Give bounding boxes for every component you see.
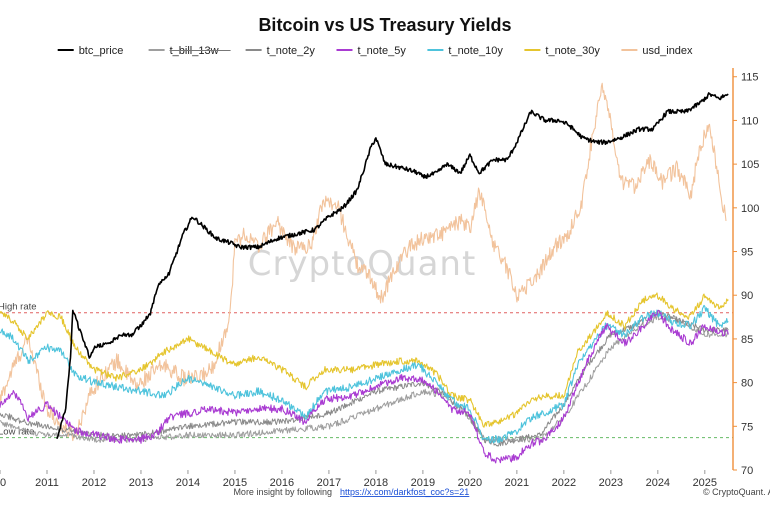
series-line-t_note_30y xyxy=(0,292,729,428)
y-tick-label: 110 xyxy=(741,115,759,127)
series-line-usd_index xyxy=(0,82,727,442)
legend-label: usd_index xyxy=(642,45,693,57)
legend-label: t_note_10y xyxy=(448,45,503,57)
y-tick-label: 115 xyxy=(741,72,759,84)
x-tick-label: 2017 xyxy=(317,477,341,489)
footer-link[interactable]: https://x.com/darkfost_coc?s=21 xyxy=(340,487,469,497)
legend-item-t_bill_13w: t_bill_13w xyxy=(148,45,231,57)
x-axis: 0 2011 2012 2013 2014 2015 2016 2017 2018 2019 202… xyxy=(0,470,717,489)
footer: More insight by following https://x.com/… xyxy=(233,487,770,497)
copyright-text: © CryptoQuant. All ri xyxy=(703,487,770,497)
y-tick-label: 70 xyxy=(741,465,753,477)
legend-label: t_note_30y xyxy=(545,45,600,57)
x-tick-label: 2018 xyxy=(364,477,388,489)
y-tick-label: 85 xyxy=(741,334,753,346)
legend-label: t_note_5y xyxy=(358,45,407,57)
x-tick-label: 2020 xyxy=(458,477,482,489)
x-tick-label: 2025 xyxy=(693,477,717,489)
legend-item-t_note_5y: t_note_5y xyxy=(336,45,407,57)
y-tick-label: 75 xyxy=(741,421,753,433)
legend-item-t_note_10y: t_note_10y xyxy=(427,45,503,57)
series-line-t_note_5y xyxy=(0,309,729,464)
x-tick-label: 0 xyxy=(0,477,6,489)
y-tick-label: 95 xyxy=(741,247,753,259)
series-group xyxy=(0,82,729,464)
legend: btc_price t_bill_13w t_note_2y t_note_5y t_n… xyxy=(57,45,693,57)
right-y-axis: 70 75 80 85 90 95 100 105 110 115 xyxy=(732,68,759,477)
x-tick-label: 2012 xyxy=(82,477,106,489)
y-tick-label: 105 xyxy=(741,159,759,171)
x-tick-label: 2015 xyxy=(223,477,247,489)
legend-item-t_note_30y: t_note_30y xyxy=(524,45,600,57)
x-tick-label: 2019 xyxy=(411,477,435,489)
x-tick-label: 2024 xyxy=(646,477,670,489)
x-tick-label: 2013 xyxy=(129,477,153,489)
y-tick-label: 90 xyxy=(741,290,753,302)
reference-label-1: Low rate xyxy=(0,427,34,438)
reference-lines: High rate Low rate xyxy=(0,302,733,439)
footer-text: More insight by following xyxy=(233,487,332,497)
legend-item-btc_price: btc_price xyxy=(57,45,124,57)
x-tick-label: 2016 xyxy=(270,477,294,489)
x-tick-label: 2011 xyxy=(35,477,59,489)
chart-title: Bitcoin vs US Treasury Yields xyxy=(258,15,511,35)
x-tick-label: 2022 xyxy=(552,477,576,489)
legend-label: btc_price xyxy=(79,45,124,57)
legend-item-t_note_2y: t_note_2y xyxy=(245,45,316,57)
legend-item-usd_index: usd_index xyxy=(621,45,693,57)
series-line-t_note_10y xyxy=(0,304,729,444)
x-tick-label: 2021 xyxy=(505,477,529,489)
reference-label-0: High rate xyxy=(0,302,37,313)
y-tick-label: 80 xyxy=(741,378,753,390)
y-tick-label: 100 xyxy=(741,203,759,215)
series-line-btc_price xyxy=(55,92,729,439)
x-tick-label: 2014 xyxy=(176,477,200,489)
x-tick-label: 2023 xyxy=(599,477,623,489)
watermark: CryptoQuant xyxy=(248,244,477,284)
legend-label: t_note_2y xyxy=(267,45,316,57)
